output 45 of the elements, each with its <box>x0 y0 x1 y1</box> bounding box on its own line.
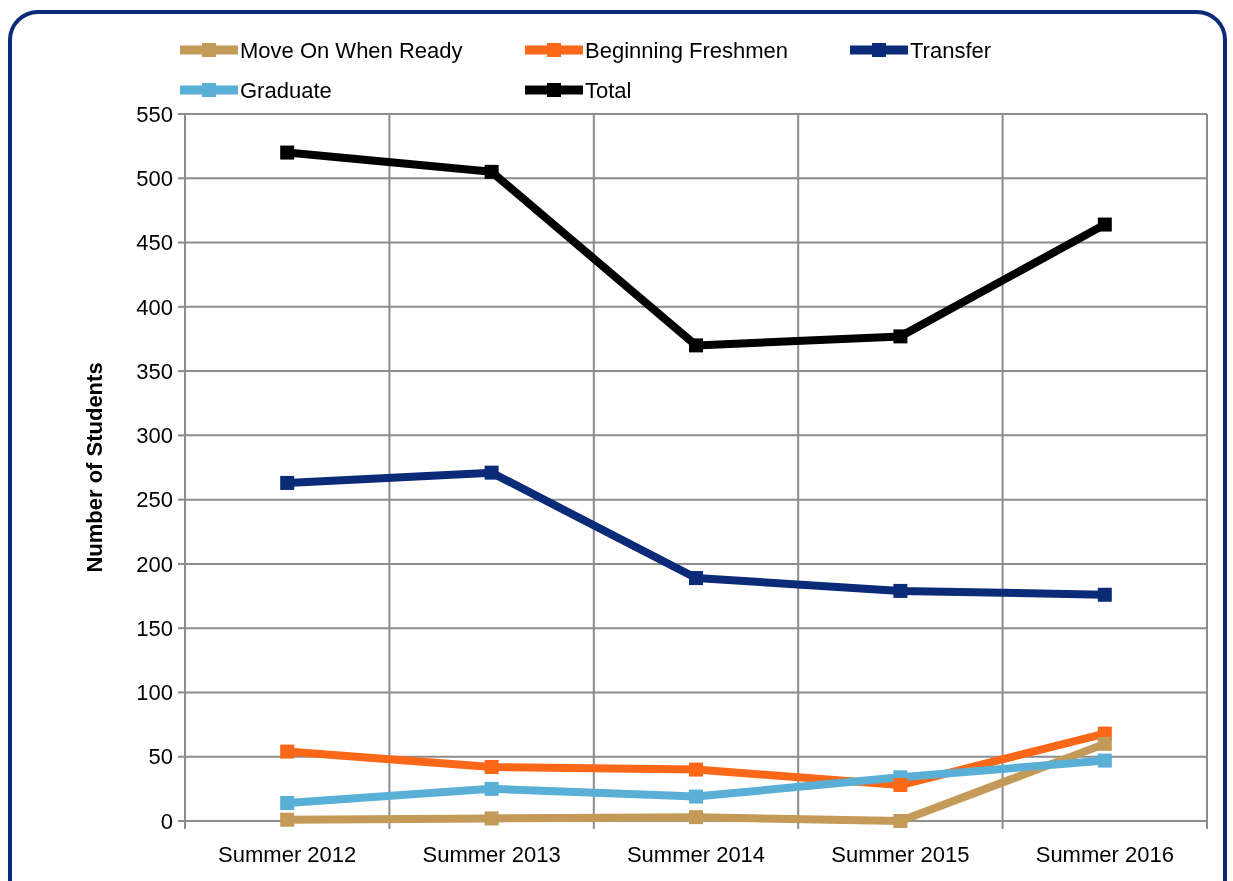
y-tick-label: 450 <box>136 230 173 256</box>
point <box>1097 736 1112 751</box>
point <box>689 338 703 353</box>
x-tick-label: Summer 2016 <box>1035 842 1174 867</box>
point <box>280 475 295 490</box>
y-tick-label: 350 <box>136 358 173 384</box>
legend-label: Move On When Ready <box>240 37 463 63</box>
x-tick-label: Summer 2012 <box>218 842 357 867</box>
y-tick-label: 100 <box>136 680 173 706</box>
legend-label: Beginning Freshmen <box>585 37 789 63</box>
point <box>280 145 295 160</box>
point <box>689 810 703 825</box>
y-axis-title: Number of Students <box>82 362 107 573</box>
point <box>893 583 908 598</box>
point <box>1097 753 1112 768</box>
y-tick-label: 0 <box>160 808 173 834</box>
point <box>484 465 499 480</box>
point <box>280 812 295 827</box>
point <box>484 781 499 796</box>
point <box>689 789 703 804</box>
point <box>280 796 295 810</box>
y-tick-label: 250 <box>136 487 173 513</box>
point <box>1097 217 1112 232</box>
point <box>484 811 499 826</box>
point <box>893 814 908 828</box>
legend-label: Graduate <box>240 77 332 103</box>
y-tick-label: 150 <box>136 615 173 641</box>
y-tick-label: 50 <box>148 744 173 770</box>
y-tick-label: 400 <box>136 294 173 320</box>
x-tick-label: Summer 2015 <box>831 842 970 867</box>
y-tick-label: 200 <box>136 551 173 577</box>
y-tick-label: 500 <box>136 165 173 191</box>
point <box>893 329 908 344</box>
y-tick-label: 550 <box>136 101 173 127</box>
point <box>689 571 703 586</box>
x-tick-label: Summer 2013 <box>422 842 561 867</box>
point <box>484 164 499 179</box>
legend-label: Transfer <box>910 37 992 63</box>
x-tick-label: Summer 2014 <box>626 842 766 867</box>
point <box>1097 587 1112 602</box>
point <box>893 778 908 793</box>
y-tick-label: 300 <box>136 423 173 449</box>
point <box>689 762 703 777</box>
legend-label: Total <box>585 77 632 103</box>
point <box>280 744 295 759</box>
